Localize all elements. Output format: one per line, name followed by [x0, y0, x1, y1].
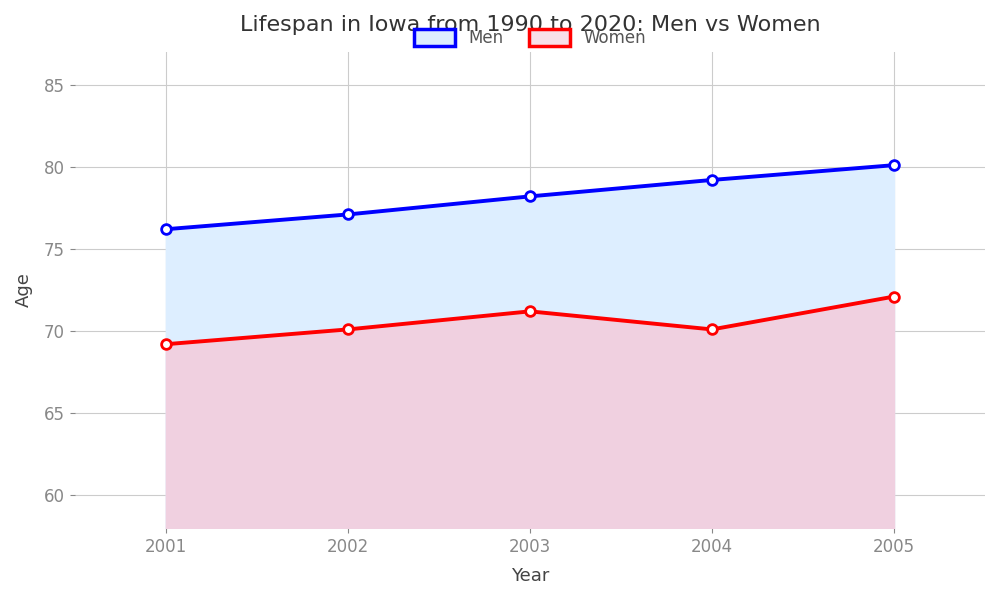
Men [160, 226, 172, 233]
Legend: Men, Women: Men, Women [407, 22, 653, 53]
Men [888, 161, 900, 169]
Women [706, 326, 718, 333]
Men [524, 193, 536, 200]
Women [342, 326, 354, 333]
Women [524, 308, 536, 315]
X-axis label: Year: Year [511, 567, 549, 585]
Men [342, 211, 354, 218]
Y-axis label: Age: Age [15, 272, 33, 307]
Title: Lifespan in Iowa from 1990 to 2020: Men vs Women: Lifespan in Iowa from 1990 to 2020: Men … [240, 15, 820, 35]
Men [706, 176, 718, 184]
Women [160, 341, 172, 348]
Women [888, 293, 900, 300]
Line: Women: Women [161, 292, 899, 349]
Line: Men: Men [161, 160, 899, 234]
